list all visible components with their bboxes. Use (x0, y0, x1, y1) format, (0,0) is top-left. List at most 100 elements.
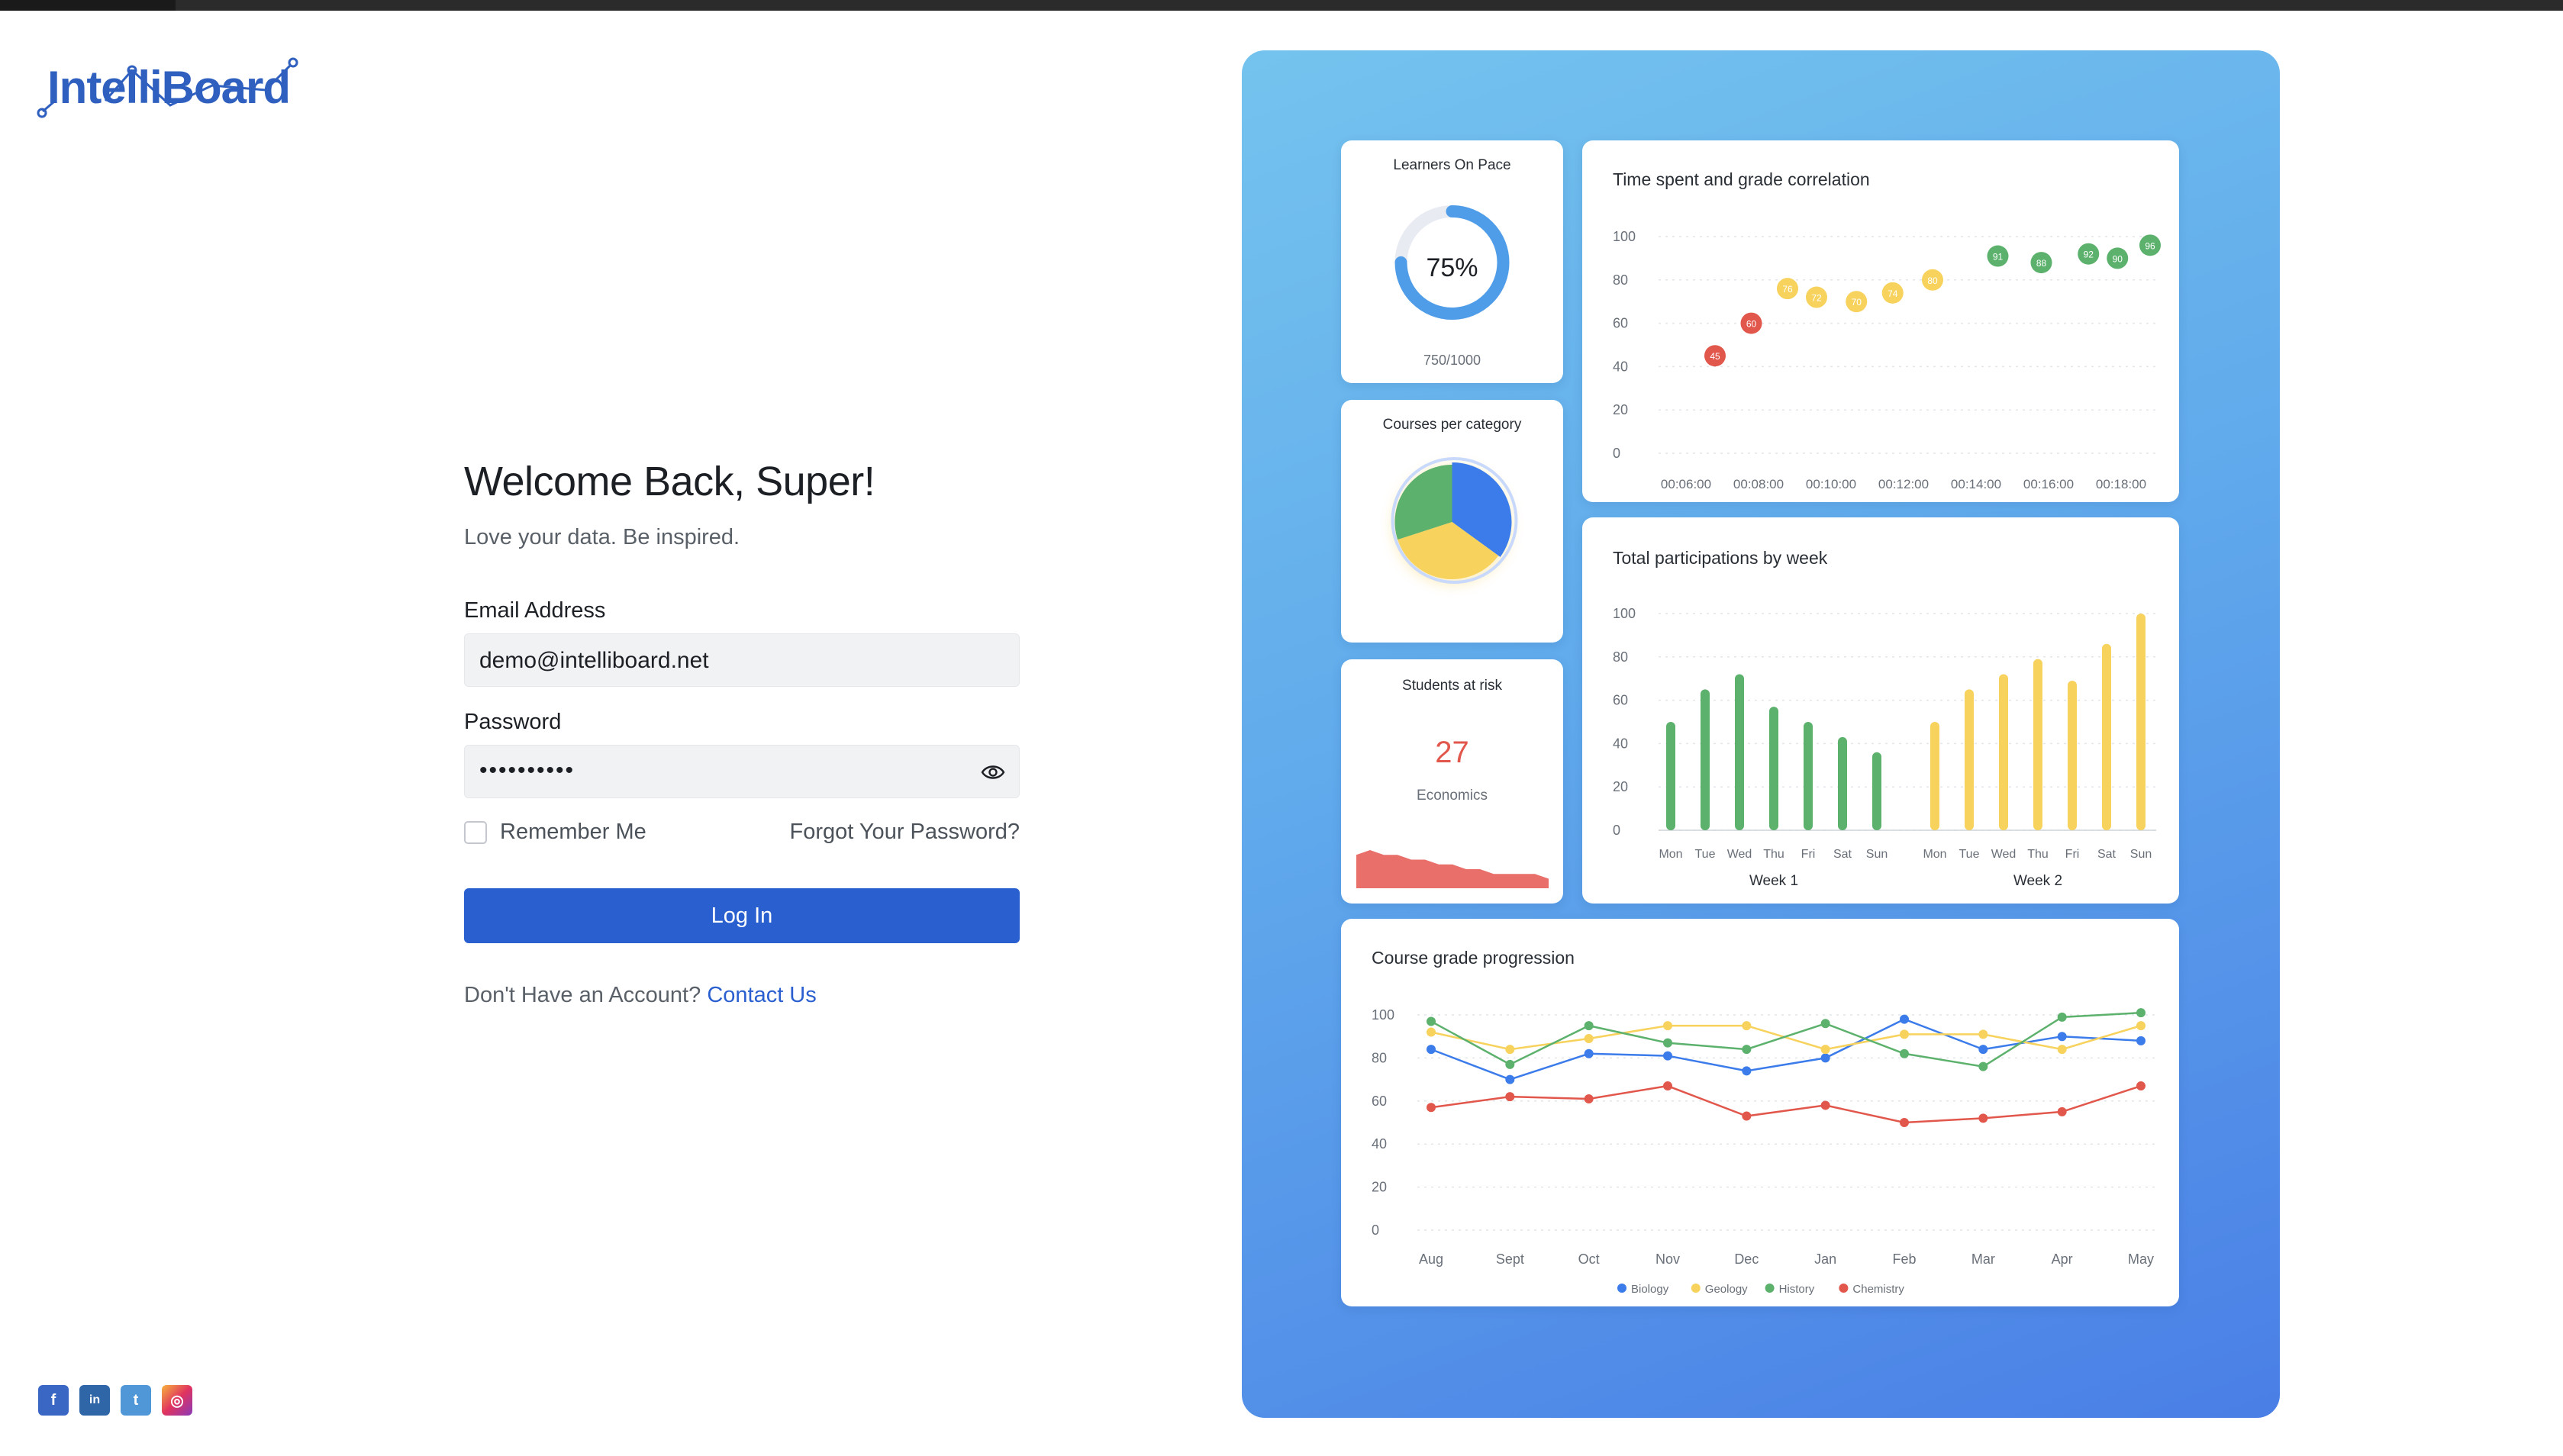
bar (2136, 614, 2146, 830)
scatter-point-label: 60 (1746, 319, 1757, 330)
scatter-point (1987, 245, 2009, 267)
scatter-point-label: 76 (1782, 284, 1793, 295)
series-point (2057, 1106, 2067, 1116)
y-tick-label: 0 (1372, 1222, 1379, 1238)
bar (2102, 643, 2111, 830)
brand-name: IntelliBoard (47, 62, 291, 113)
scatter-point-label: 88 (2036, 258, 2047, 269)
signup-prompt-text: Don't Have an Account? (464, 983, 701, 1007)
y-tick-label: 0 (1613, 823, 1620, 838)
line-chart: 0 20 40 60 80 100 Aug Sept Oct Nov Dec Jan Feb Mar Apr… (1372, 1007, 2156, 1296)
series-point (2136, 1036, 2146, 1045)
remember-me-label: Remember Me (500, 820, 646, 844)
scatter-point (1922, 269, 1943, 291)
risk-area-chart (1356, 850, 1549, 888)
courses-pie-chart (1391, 457, 1518, 585)
page-subtitle: Love your data. Be inspired. (464, 525, 740, 549)
y-tick-label: 80 (1372, 1050, 1387, 1065)
scatter-point (1881, 282, 1904, 304)
series-point (1820, 1053, 1830, 1063)
x-tick-label: 00:16:00 (2023, 477, 2074, 491)
series-point (1584, 1021, 1594, 1031)
series-point (1427, 1103, 1436, 1113)
remember-me[interactable]: Remember Me (464, 820, 646, 845)
pace-ring (1394, 205, 1510, 320)
series-point (2057, 1045, 2067, 1055)
scatter-point-label: 96 (2145, 240, 2155, 251)
series-point (2136, 1008, 2146, 1018)
x-tick-label: Sun (2130, 848, 2152, 861)
series-point (2057, 1012, 2067, 1022)
y-tick-label: 60 (1613, 316, 1628, 331)
legend-label: History (1779, 1283, 1815, 1296)
series-point (1978, 1029, 1988, 1039)
bar (1735, 674, 1744, 830)
eye-icon[interactable] (981, 761, 1005, 784)
instagram-icon[interactable]: ◎ (162, 1385, 192, 1416)
series-point (1427, 1027, 1436, 1037)
series-point (1820, 1045, 1830, 1055)
scatter-point-label: 92 (2084, 250, 2094, 260)
email-value: demo@intelliboard.net (479, 648, 709, 673)
series-point (1978, 1045, 1988, 1055)
y-tick-label: 100 (1372, 1007, 1394, 1023)
facebook-icon[interactable]: f (38, 1385, 69, 1416)
x-tick-label: Mon (1923, 848, 1946, 861)
x-tick-label: Tue (1695, 848, 1716, 861)
y-tick-label: 40 (1372, 1136, 1387, 1152)
legend-marker (1765, 1284, 1775, 1293)
pace-ring-progress (1394, 205, 1510, 320)
series-point (1900, 1118, 1909, 1127)
pace-percent: 75% (1426, 253, 1478, 282)
x-tick-label: 00:10:00 (1806, 477, 1856, 491)
card-title: Course grade progression (1372, 948, 1575, 968)
scatter-point-label: 90 (2113, 253, 2123, 264)
bar-group-label: Week 2 (2013, 873, 2062, 889)
email-field[interactable]: demo@intelliboard.net (464, 633, 1020, 687)
x-tick-label: 00:06:00 (1661, 477, 1711, 491)
x-tick-label: Feb (1892, 1251, 1916, 1267)
password-value: •••••••••• (479, 758, 575, 783)
series-point (1978, 1061, 1988, 1071)
risk-count: 27 (1435, 736, 1469, 769)
twitter-icon[interactable]: t (121, 1385, 151, 1416)
x-tick-label: May (2128, 1251, 2154, 1267)
y-tick-label: 40 (1613, 736, 1628, 751)
y-tick-label: 20 (1372, 1180, 1387, 1195)
scatter-point (2107, 247, 2129, 269)
series-line (1430, 1011, 2142, 1068)
series-point (1427, 1045, 1436, 1055)
y-tick-label: 0 (1613, 446, 1620, 461)
students-at-risk-card: Students at risk 27 Economics (1341, 659, 1563, 904)
scatter-point (1846, 291, 1868, 313)
remember-me-checkbox[interactable] (464, 820, 487, 844)
password-field[interactable]: •••••••••• (464, 745, 1020, 798)
bar (1965, 689, 1974, 830)
bar-group-label: Week 1 (1749, 873, 1798, 889)
card-title: Students at risk (1402, 678, 1502, 694)
card-title: Courses per category (1382, 417, 1522, 433)
x-tick-label: Aug (1419, 1251, 1443, 1267)
x-tick-label: Oct (1578, 1251, 1600, 1267)
x-tick-label: Thu (2027, 848, 2049, 861)
y-tick-label: 80 (1613, 649, 1628, 665)
intelliboard-logo[interactable]: IntelliBoard (37, 55, 304, 124)
page-title: Welcome Back, Super! (464, 459, 875, 504)
dashboard-preview-panel: Learners On Pace 75% 750/1000 Courses pe… (1242, 50, 2280, 1418)
linkedin-icon[interactable]: in (79, 1385, 110, 1416)
legend-marker (1691, 1284, 1701, 1293)
x-tick-label: Mon (1659, 848, 1682, 861)
email-label: Email Address (464, 598, 606, 623)
bar (2033, 659, 2042, 830)
login-button[interactable]: Log In (464, 888, 1020, 943)
legend-label: Chemistry (1852, 1283, 1904, 1296)
forgot-password-link[interactable]: Forgot Your Password? (789, 820, 1020, 844)
series-point (1742, 1111, 1752, 1121)
contact-us-link[interactable]: Contact Us (707, 983, 817, 1007)
y-tick-label: 20 (1613, 779, 1628, 794)
x-tick-label: 00:08:00 (1733, 477, 1784, 491)
series-line (1430, 1024, 2142, 1051)
pie-halo (1391, 457, 1518, 584)
series-point (1584, 1034, 1594, 1044)
y-tick-label: 60 (1372, 1094, 1387, 1109)
